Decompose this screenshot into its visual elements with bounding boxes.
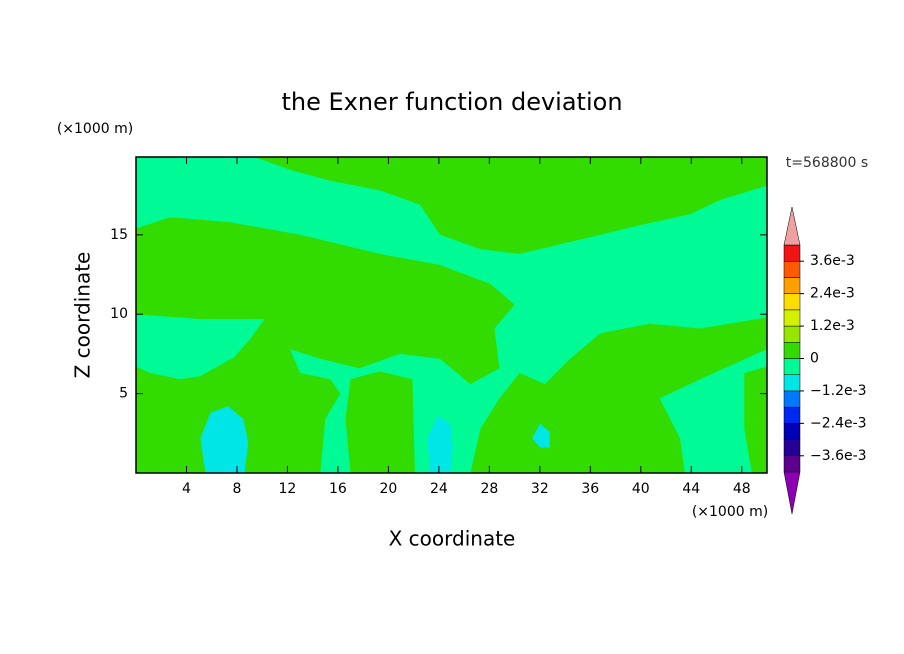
x-tick-label: 28 xyxy=(480,481,498,497)
y-tick-label: 15 xyxy=(110,227,128,243)
contour-region xyxy=(136,217,515,385)
x-tick-label: 44 xyxy=(682,481,700,497)
x-tick-label: 36 xyxy=(581,481,599,497)
colorbar-box xyxy=(783,342,801,359)
x-tick-label: 20 xyxy=(379,481,397,497)
x-tick-label: 40 xyxy=(632,481,650,497)
contour-region xyxy=(427,415,453,473)
plot-frame xyxy=(135,156,768,474)
x-tick-label: 32 xyxy=(531,481,549,497)
colorbar-box xyxy=(783,244,801,262)
colorbar-box xyxy=(783,374,801,392)
colorbar-extend-high xyxy=(783,206,801,246)
colorbar-tick-label: −2.4e-3 xyxy=(810,415,867,431)
colorbar-box xyxy=(783,293,801,311)
x-unit: (×1000 m) xyxy=(692,504,768,520)
colorbar-tick-label: −3.6e-3 xyxy=(810,448,867,464)
time-label: t=568800 s xyxy=(786,155,868,171)
colorbar-box xyxy=(783,390,801,408)
chart-title: the Exner function deviation xyxy=(281,88,622,116)
colorbar-tick-label: 2.4e-3 xyxy=(810,286,855,302)
x-axis-label: X coordinate xyxy=(389,527,516,551)
x-tick-label: 4 xyxy=(182,481,191,497)
y-tick-label: 5 xyxy=(119,386,128,402)
colorbar-extend-low xyxy=(783,471,801,515)
y-axis-label: Z coordinate xyxy=(71,252,95,379)
colorbar-tick-label: 0 xyxy=(810,351,819,367)
colorbar-box xyxy=(783,277,801,294)
x-tick-label: 12 xyxy=(279,481,297,497)
contour-region xyxy=(200,406,249,473)
colorbar-box xyxy=(783,439,801,457)
colorbar-box xyxy=(783,358,801,375)
contour-region xyxy=(345,371,415,473)
x-tick-label: 24 xyxy=(430,481,448,497)
y-unit: (×1000 m) xyxy=(57,121,133,137)
y-tick-label: 10 xyxy=(110,306,128,322)
x-tick-label: 16 xyxy=(329,481,347,497)
colorbar-box xyxy=(783,260,801,278)
colorbar-tick-label: 3.6e-3 xyxy=(810,253,855,269)
x-tick-label: 8 xyxy=(232,481,241,497)
colorbar-box xyxy=(783,309,801,327)
colorbar-box xyxy=(783,406,801,424)
contour-region xyxy=(254,157,768,254)
colorbar-tick-label: −1.2e-3 xyxy=(810,383,867,399)
colorbar-box xyxy=(783,423,801,440)
x-tick-label: 48 xyxy=(733,481,751,497)
colorbar-box xyxy=(783,325,801,343)
contour-region xyxy=(532,423,550,448)
colorbar-tick-label: 1.2e-3 xyxy=(810,318,855,334)
colorbar-box xyxy=(783,455,801,473)
contour-region xyxy=(136,319,341,473)
